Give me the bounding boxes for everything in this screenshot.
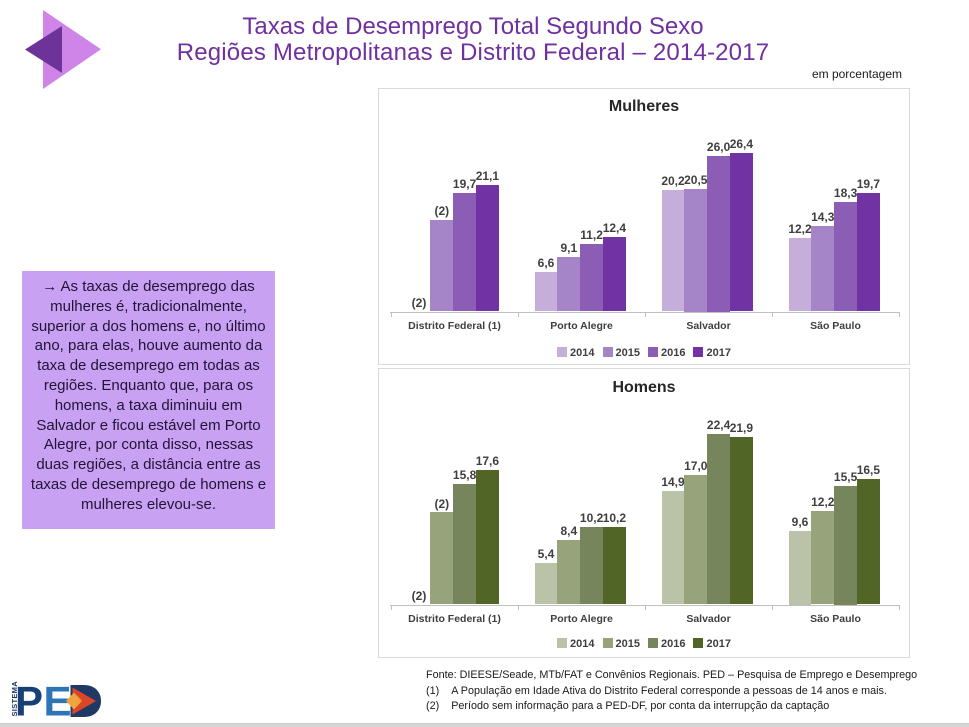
svg-text:SISTEMA: SISTEMA	[10, 681, 19, 717]
svg-text:P: P	[15, 680, 43, 725]
svg-text:E: E	[44, 680, 72, 725]
